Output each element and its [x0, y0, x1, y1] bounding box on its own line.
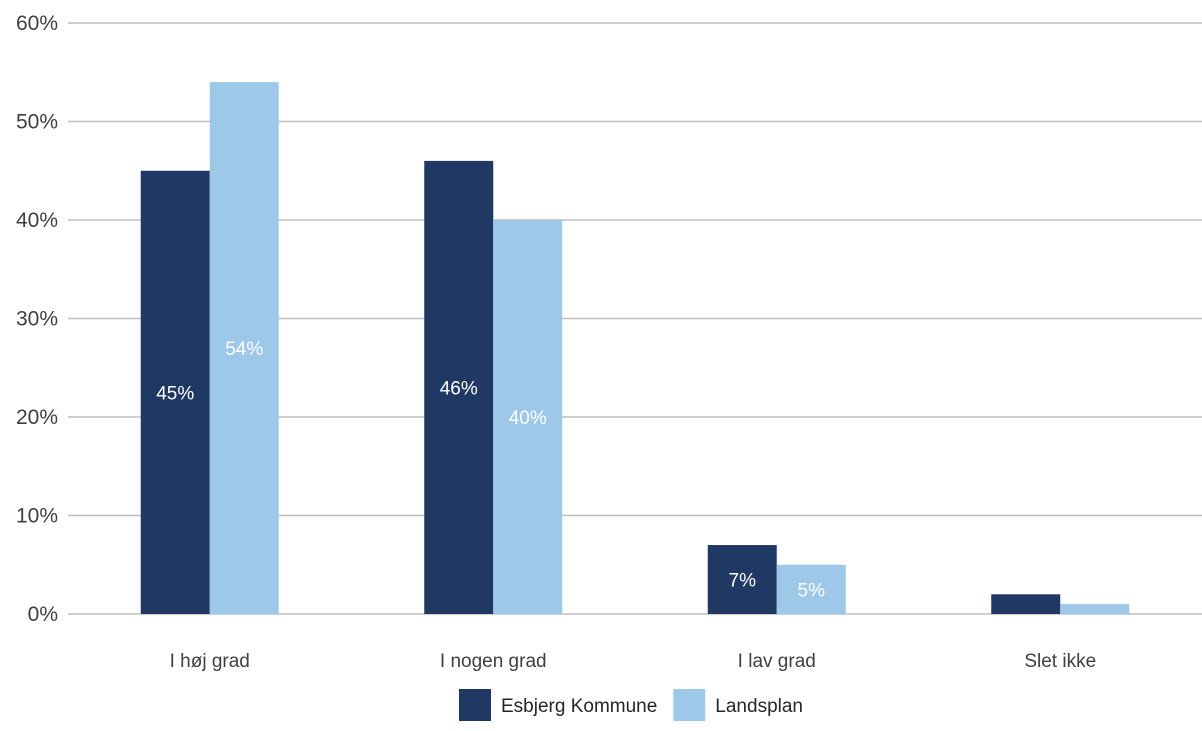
legend-label: Landsplan	[715, 696, 803, 717]
y-tick-label: 60%	[16, 12, 58, 35]
legend-swatch	[673, 689, 706, 721]
y-tick-label: 30%	[16, 308, 58, 331]
bar	[991, 594, 1061, 614]
x-axis-category-labels: I høj grad I nogen grad I lav grad Slet ikk…	[170, 651, 1097, 672]
legend-item: Esbjerg Kommune	[459, 689, 657, 721]
y-tick-label: 10%	[16, 505, 58, 528]
bar	[493, 220, 563, 614]
y-tick-label: 0%	[28, 603, 58, 626]
x-category-label: Slet ikke	[1024, 651, 1096, 672]
legend-item: Landsplan	[673, 689, 803, 721]
y-axis-tick-labels: 0% 10% 20% 30% 40% 50% 60%	[16, 12, 58, 626]
data-label: 7%	[729, 571, 757, 592]
legend-label: Esbjerg Kommune	[501, 696, 657, 717]
x-category-label: I høj grad	[170, 651, 250, 672]
data-label: 40%	[509, 408, 547, 429]
bar	[209, 82, 279, 615]
bar	[1060, 604, 1130, 614]
data-labels: 45% 54% 46% 40% 7% 5%	[156, 339, 825, 601]
bar	[424, 160, 494, 614]
bar	[140, 170, 210, 614]
bars	[140, 82, 1130, 615]
legend: Esbjerg Kommune Landsplan	[459, 689, 803, 721]
legend-swatch	[459, 689, 491, 721]
bar	[776, 564, 846, 614]
y-tick-label: 20%	[16, 406, 58, 429]
y-tick-label: 40%	[16, 209, 58, 232]
bar	[707, 545, 777, 614]
data-label: 46%	[440, 378, 478, 399]
y-tick-label: 50%	[16, 111, 58, 134]
x-category-label: I lav grad	[738, 651, 816, 672]
x-category-label: I nogen grad	[440, 651, 547, 672]
data-label: 45%	[156, 383, 194, 404]
data-label: 54%	[225, 339, 263, 360]
data-label: 5%	[798, 580, 826, 601]
